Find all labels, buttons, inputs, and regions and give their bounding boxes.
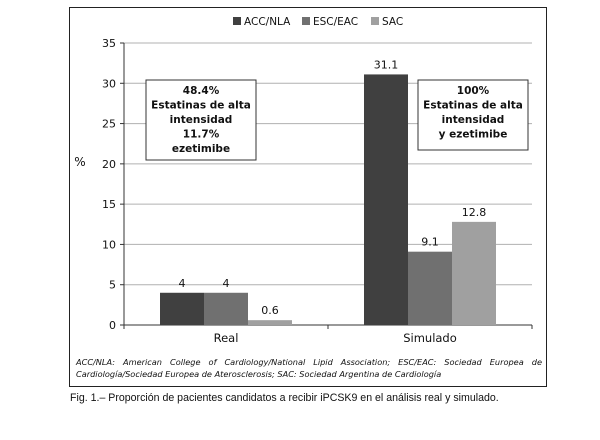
bar-sac-real — [248, 320, 292, 325]
legend-label: SAC — [382, 16, 403, 28]
data-label: 9.1 — [421, 236, 439, 249]
y-tick-label: 25 — [102, 118, 116, 131]
y-tick-label: 35 — [102, 37, 116, 50]
chart-footnote: ACC/NLA: American College of Cardiology/… — [76, 357, 542, 379]
annotation-box — [145, 79, 257, 161]
data-label: 4 — [179, 277, 186, 290]
bar-esc-eac-simulado — [408, 251, 452, 325]
legend-label: ESC/EAC — [313, 16, 358, 28]
annotation-text: Estatinas de alta — [423, 100, 523, 112]
y-tick-label: 30 — [102, 77, 116, 90]
y-tick-label: 5 — [109, 279, 116, 292]
y-axis-label: % — [74, 155, 85, 169]
y-tick-label: 20 — [102, 158, 116, 171]
chart-frame — [69, 7, 547, 387]
data-label: 0.6 — [261, 304, 279, 317]
y-tick-label: 10 — [102, 238, 116, 251]
bar-esc-eac-real — [204, 292, 248, 325]
annotation-text: y ezetimibe — [439, 129, 508, 141]
data-label: 31.1 — [374, 58, 399, 71]
bar-chart: 0 5 10 15 20 25 30 35% Real Simulado 4 4 0.6 31.1 9.1… — [74, 16, 533, 345]
legend-swatch — [233, 17, 241, 25]
annotation-text: 100% — [457, 85, 490, 97]
data-label: 12.8 — [462, 206, 487, 219]
legend: ACC/NLA ESC/EAC SAC — [233, 16, 403, 28]
x-tick-label: Simulado — [403, 331, 457, 345]
annotation-text: intensidad — [442, 114, 505, 126]
y-tick-label: 0 — [109, 319, 116, 332]
annotation-box — [417, 79, 529, 151]
data-labels: 4 4 0.6 31.1 9.1 12.8 — [179, 58, 487, 317]
annotations: 48.4% Estatinas de alta intensidad 11.7% eze… — [145, 79, 529, 161]
bar-sac-simulado — [452, 221, 496, 325]
x-tick-label: Real — [214, 331, 239, 345]
data-label: 4 — [223, 277, 230, 290]
annotation-text: intensidad — [170, 114, 233, 126]
bar-acc-nla-simulado — [364, 74, 408, 326]
legend-label: ACC/NLA — [244, 16, 291, 28]
bars — [160, 74, 496, 326]
annotation-text: ezetimibe — [172, 143, 230, 155]
y-tick-label: 15 — [102, 198, 116, 211]
annotation-text: Estatinas de alta — [151, 100, 251, 112]
legend-swatch — [302, 17, 310, 25]
bar-acc-nla-real — [160, 292, 204, 325]
annotation-text: 48.4% — [183, 85, 220, 97]
legend-swatch — [371, 17, 379, 25]
figure-caption: Fig. 1.– Proporción de pacientes candida… — [70, 392, 499, 404]
annotation-text: 11.7% — [183, 129, 220, 141]
